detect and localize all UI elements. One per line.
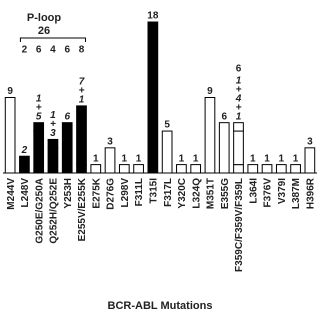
p-loop-label: P-loop xyxy=(27,12,61,24)
p-loop-count: 2 xyxy=(22,45,28,56)
bar-segment xyxy=(261,164,273,174)
bar-segment xyxy=(190,164,202,174)
x-tick-label: T315I xyxy=(149,178,160,204)
bar-segment xyxy=(118,164,130,174)
bar-label: 9 xyxy=(207,86,213,97)
x-tick-label: H396R xyxy=(306,177,317,209)
bar-label: 1 xyxy=(136,153,142,164)
p-loop-total: 26 xyxy=(38,25,50,37)
stack-label: 2 xyxy=(21,145,28,156)
x-tick-label: E255V/E255K xyxy=(77,177,88,241)
p-loop-bracket xyxy=(19,37,86,42)
stack-label: 6 xyxy=(64,111,70,122)
bar-label: 18 xyxy=(147,11,159,22)
bar-label: 1 xyxy=(264,153,270,164)
bar-segment xyxy=(204,97,216,174)
bar-segment xyxy=(233,122,244,132)
x-tick-label: Y320C xyxy=(177,178,188,209)
bar-label: 6 xyxy=(236,63,242,74)
bar-label: 1 xyxy=(193,153,199,164)
stack-label: 1 xyxy=(36,93,42,104)
x-tick-label: L298V xyxy=(120,178,131,208)
bar-segment xyxy=(233,130,244,166)
stack-label: 1 xyxy=(79,95,85,106)
x-tick-label: F311L xyxy=(134,178,145,206)
bar-label: 5 xyxy=(164,120,170,131)
stack-label: 1 xyxy=(236,75,242,86)
x-tick-label: L364I xyxy=(248,178,259,204)
bar-segment xyxy=(33,130,45,174)
p-loop-count: 8 xyxy=(79,45,85,56)
bar-segment xyxy=(247,164,259,174)
bar-segment xyxy=(147,21,159,174)
x-tick-label: D276G xyxy=(106,178,117,210)
bar-segment xyxy=(304,147,316,174)
x-axis-label: BCR-ABL Mutations xyxy=(108,300,213,312)
bar-segment xyxy=(104,147,116,174)
bar-segment xyxy=(76,164,87,174)
x-tick-label: M244V xyxy=(6,178,17,210)
x-tick-label: F317L xyxy=(163,178,174,207)
bar-segment xyxy=(61,122,73,174)
bar-segment xyxy=(275,164,287,174)
x-tick-label: E355G xyxy=(220,178,231,209)
x-tick-label: L324Q xyxy=(191,178,202,209)
x-tick-label: Y253H xyxy=(63,178,74,209)
bar-label: 1 xyxy=(279,153,285,164)
stack-label: 5 xyxy=(36,111,42,122)
x-tick-label: Q252H/Q252E xyxy=(49,178,60,244)
stack-label: 7 xyxy=(79,77,85,88)
bar-label: 3 xyxy=(107,136,113,147)
bar-label: 3 xyxy=(307,136,313,147)
x-tick-label: M351T xyxy=(206,178,217,209)
stack-label: 4 xyxy=(235,93,242,104)
stack-label: 1 xyxy=(50,110,56,121)
bar-segment xyxy=(133,164,144,174)
stack-label: 3 xyxy=(50,128,56,139)
bar-segment xyxy=(76,105,87,166)
bar-label: 1 xyxy=(250,153,256,164)
bar-segment xyxy=(233,164,244,174)
bar-segment xyxy=(90,164,102,174)
stack-label: 1 xyxy=(236,111,242,122)
stack-label: + xyxy=(236,102,242,113)
stack-label: + xyxy=(236,84,242,95)
bar-segment xyxy=(290,164,301,174)
stack-label: + xyxy=(79,86,85,97)
x-tick-label: V379I xyxy=(277,178,288,204)
bar-segment xyxy=(19,155,30,174)
stack-label: + xyxy=(50,119,56,130)
bar-label: 1 xyxy=(93,153,99,164)
bar-label: 1 xyxy=(293,153,299,164)
x-tick-label: L248V xyxy=(20,178,31,208)
bar-segment xyxy=(176,164,187,174)
bar-label: 9 xyxy=(7,86,13,97)
bar-label: 1 xyxy=(122,153,128,164)
x-tick-label: F376V xyxy=(263,178,274,208)
bar-label: 1 xyxy=(179,153,185,164)
p-loop-count: 4 xyxy=(50,45,56,56)
p-loop-count: 6 xyxy=(36,45,42,56)
bar-label: 6 xyxy=(221,111,227,122)
bar-segment xyxy=(161,130,173,174)
x-tick-label: G250E/G250A xyxy=(34,178,45,244)
bar-segment xyxy=(47,138,59,149)
stack-label: + xyxy=(36,102,42,113)
bar-segment xyxy=(4,97,16,174)
x-tick-label: E275K xyxy=(91,177,102,208)
bar-segment xyxy=(47,147,59,174)
bar-segment xyxy=(33,122,45,132)
x-tick-label: L387M xyxy=(291,178,302,209)
bar-segment xyxy=(218,122,230,174)
x-tick-label: F359C/F359V/F359L xyxy=(234,178,245,272)
p-loop-count: 6 xyxy=(64,45,70,56)
